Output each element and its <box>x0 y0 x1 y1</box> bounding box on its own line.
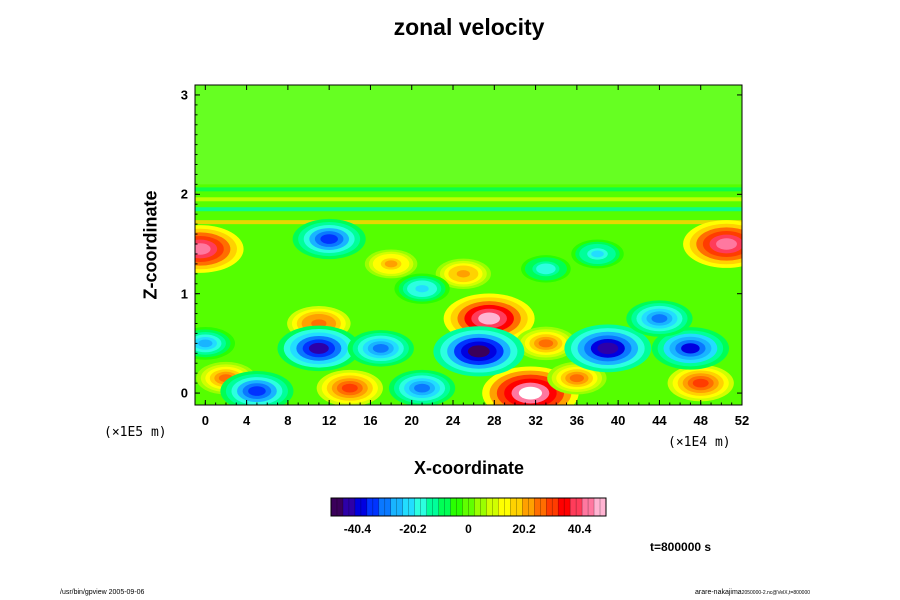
contour-level <box>569 374 584 383</box>
colorbar-tick-label: -20.2 <box>399 522 427 536</box>
plot-frame <box>194 84 743 406</box>
x-tick-label: 32 <box>528 413 543 428</box>
contour-level <box>692 378 709 388</box>
contour-level <box>248 386 266 396</box>
minimum-14 <box>564 324 652 373</box>
contour-level <box>591 250 604 258</box>
band-0 <box>195 220 742 225</box>
colorbar-frame <box>330 497 607 517</box>
contour-level <box>456 270 470 278</box>
contour-level <box>341 383 358 393</box>
maximum-5 <box>667 364 734 402</box>
colorbar-tick-label: 20.2 <box>512 522 536 536</box>
contour-level <box>415 285 429 293</box>
x-tick-label: 20 <box>404 413 419 428</box>
maximum-8 <box>515 326 577 361</box>
contour-level <box>195 243 211 255</box>
contour-level <box>384 260 398 268</box>
y-unit-label: (×1E5 m) <box>104 425 167 440</box>
footer-left: /usr/bin/gpview 2005-09-06 <box>60 589 145 596</box>
contour-level <box>311 319 327 328</box>
contour-level <box>681 343 700 354</box>
minimum-22 <box>394 273 450 304</box>
colorbar <box>330 497 607 517</box>
footer-right: arare-nakajima2050000-2.nc@VelX,t=800000 <box>695 589 810 596</box>
x-tick-label: 52 <box>734 413 750 428</box>
velocity-field <box>195 85 742 405</box>
maximum-10 <box>364 249 418 279</box>
contour-level <box>320 234 338 244</box>
minimum-15 <box>651 327 730 370</box>
colorbar-tick-label: -40.4 <box>343 522 372 536</box>
minimum-20 <box>626 300 693 337</box>
maximum-3 <box>195 225 244 273</box>
maximum-2 <box>683 220 742 268</box>
minimum-23 <box>571 239 624 269</box>
contour-level <box>538 339 554 348</box>
time-label: t=800000 s <box>650 540 712 554</box>
band-2 <box>195 197 742 202</box>
x-tick-label: 0 <box>201 413 209 428</box>
x-tick-label: 4 <box>242 413 251 428</box>
minimum-19 <box>347 330 414 367</box>
minimum-13 <box>277 325 361 372</box>
maximum-4 <box>316 369 383 405</box>
contour-level <box>597 342 619 355</box>
x-tick-label: 40 <box>610 413 626 428</box>
chart-title: zonal velocity <box>393 14 545 40</box>
x-tick-label: 44 <box>652 413 667 428</box>
x-tick-label: 8 <box>284 413 292 428</box>
y-axis-label: Z-coordinate <box>140 190 161 300</box>
footer-right-small: 2050000-2.nc@VelX,t=800000 <box>741 590 811 596</box>
maximum-9 <box>435 258 491 290</box>
minimum-21 <box>195 327 235 360</box>
y-tick-label: 0 <box>180 385 188 401</box>
contour-level <box>518 386 543 400</box>
band-3 <box>195 187 742 192</box>
minimum-18 <box>292 218 366 260</box>
band-1 <box>195 207 742 212</box>
x-tick-label: 28 <box>487 413 502 428</box>
y-tick-label: 2 <box>180 186 188 202</box>
contour-level <box>467 345 490 358</box>
contour-level <box>198 339 213 348</box>
contour-level <box>372 343 389 353</box>
contour-level <box>716 238 737 250</box>
x-unit-label: (×1E4 m) <box>668 435 731 450</box>
contour-level <box>308 342 329 354</box>
x-axis-label: X-coordinate <box>413 458 524 478</box>
x-tick-label: 48 <box>693 413 708 428</box>
colorbar-tick-label: 0 <box>465 522 472 536</box>
minimum-17 <box>388 369 456 405</box>
minimum-16 <box>220 370 294 405</box>
contour-level <box>651 314 668 323</box>
y-tick-label: 1 <box>180 286 188 302</box>
footer-right-main: arare-nakajima <box>695 589 742 596</box>
contour-level <box>478 312 501 325</box>
minimum-12 <box>433 326 525 377</box>
contour-level <box>414 383 431 393</box>
contour-level <box>539 265 552 273</box>
x-tick-label: 12 <box>321 413 337 428</box>
y-tick-label: 3 <box>180 87 188 103</box>
x-tick-label: 16 <box>363 413 378 428</box>
axis-ticks <box>195 85 743 405</box>
upper-layer <box>195 85 742 185</box>
x-tick-label: 24 <box>445 413 461 428</box>
colorbar-tick-label: 40.4 <box>567 522 592 536</box>
x-tick-label: 36 <box>569 413 585 428</box>
minimum-24 <box>521 255 571 283</box>
